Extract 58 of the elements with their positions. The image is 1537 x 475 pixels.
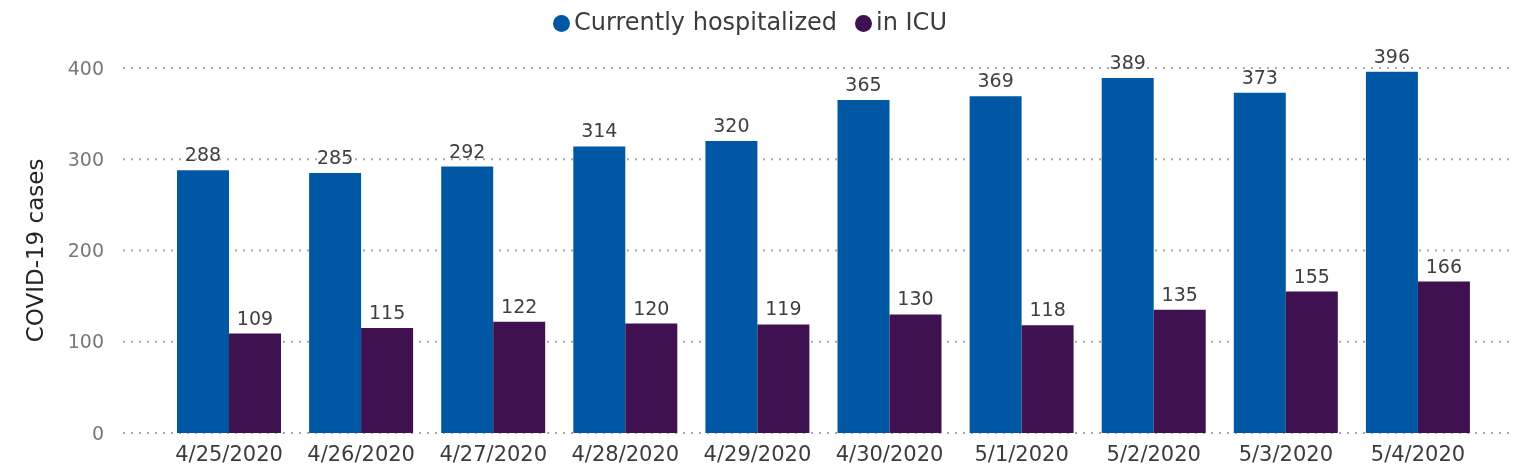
data-label: 396 bbox=[1373, 44, 1411, 67]
data-label: 365 bbox=[845, 72, 882, 95]
data-label: 389 bbox=[1109, 51, 1146, 74]
bar bbox=[757, 324, 810, 433]
data-label: 118 bbox=[1029, 298, 1066, 321]
x-tick-label: 4/25/2020 bbox=[175, 441, 283, 466]
data-label: 314 bbox=[581, 119, 618, 142]
bar bbox=[625, 323, 678, 433]
data-label: 166 bbox=[1425, 254, 1463, 277]
x-tick-label: 5/1/2020 bbox=[974, 441, 1069, 466]
data-label: 122 bbox=[501, 294, 538, 317]
bar bbox=[229, 333, 281, 433]
data-label: 288 bbox=[184, 143, 222, 166]
bar bbox=[1285, 291, 1338, 433]
data-label: 285 bbox=[316, 145, 354, 168]
y-tick-label: 400 bbox=[67, 56, 104, 79]
bar bbox=[177, 170, 229, 433]
data-label: 109 bbox=[236, 306, 274, 329]
data-label: 130 bbox=[897, 287, 934, 310]
y-axis-title: COVID-19 cases bbox=[22, 158, 48, 343]
bar bbox=[1365, 71, 1418, 433]
x-tick-label: 4/29/2020 bbox=[703, 441, 812, 466]
x-tick-label: 4/27/2020 bbox=[439, 441, 548, 466]
bar bbox=[837, 99, 890, 433]
y-tick-label: 300 bbox=[67, 147, 104, 170]
data-label: 292 bbox=[449, 139, 486, 162]
bar bbox=[889, 314, 942, 433]
bar bbox=[1233, 92, 1286, 433]
bar bbox=[1021, 325, 1074, 433]
y-tick-label: 100 bbox=[67, 330, 104, 353]
x-tick-label: 5/3/2020 bbox=[1238, 441, 1334, 466]
bar bbox=[1153, 309, 1206, 433]
y-tick-label: 0 bbox=[91, 421, 104, 444]
x-tick-label: 4/30/2020 bbox=[835, 441, 944, 466]
data-label: 373 bbox=[1241, 65, 1278, 88]
legend-label: Currently hospitalized bbox=[574, 8, 838, 36]
x-tick-label: 4/26/2020 bbox=[307, 441, 415, 466]
data-label: 369 bbox=[977, 69, 1014, 92]
bar bbox=[441, 166, 494, 433]
data-label: 320 bbox=[713, 114, 750, 136]
x-tick-label: 5/2/2020 bbox=[1106, 441, 1201, 466]
data-label: 135 bbox=[1161, 282, 1198, 305]
bar bbox=[1417, 281, 1470, 433]
legend-label: in ICU bbox=[876, 8, 947, 36]
bar bbox=[361, 328, 414, 433]
x-tick-label: 4/28/2020 bbox=[571, 441, 680, 466]
bar bbox=[969, 96, 1022, 433]
data-label: 120 bbox=[633, 296, 670, 319]
data-label: 155 bbox=[1293, 264, 1330, 287]
bar bbox=[705, 141, 758, 433]
data-label: 115 bbox=[368, 301, 406, 324]
bar bbox=[1101, 78, 1154, 433]
bar bbox=[573, 146, 626, 433]
bar bbox=[493, 321, 546, 433]
bar bbox=[309, 172, 362, 433]
x-tick-label: 5/4/2020 bbox=[1370, 441, 1466, 466]
y-tick-label: 200 bbox=[67, 239, 104, 262]
data-label: 119 bbox=[765, 297, 802, 320]
